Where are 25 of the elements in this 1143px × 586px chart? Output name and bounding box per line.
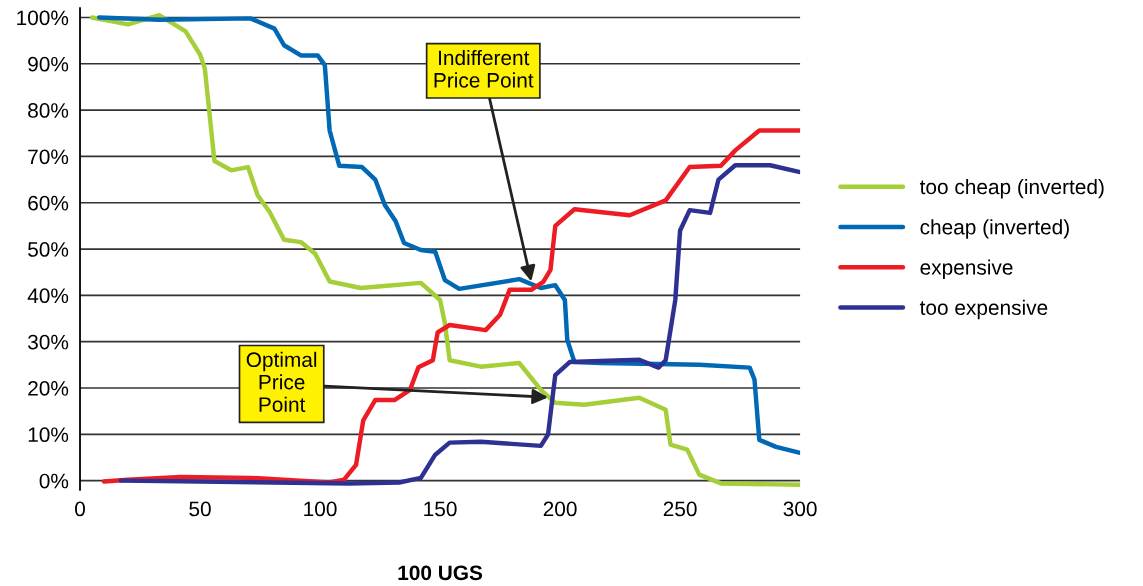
legend-label: cheap (inverted)	[920, 219, 1069, 239]
y-tick-label: 10%	[28, 427, 69, 443]
x-tick-label: 50	[189, 501, 211, 517]
y-tick-label: 80%	[28, 103, 69, 118]
y-tick-label: 40%	[27, 288, 69, 304]
x-tick-label: 100	[304, 501, 337, 517]
y-tick-label: 100%	[17, 10, 69, 26]
x-tick-label: 150	[424, 501, 457, 517]
x-tick-label: 200	[543, 501, 577, 517]
x-axis-title: 100 UGS	[398, 565, 483, 581]
y-tick-label: 50%	[28, 242, 69, 257]
y-tick-label: 0%	[39, 473, 69, 489]
y-tick-label: 20%	[28, 381, 69, 396]
x-tick-label: 0	[75, 501, 85, 517]
y-tick-label: 60%	[28, 195, 69, 211]
y-tick-label: 30%	[28, 334, 69, 350]
x-tick-label: 250	[663, 501, 697, 517]
y-tick-label: 90%	[28, 56, 69, 72]
x-tick-label: 300	[783, 501, 817, 517]
legend-label: too expensive	[919, 299, 1048, 320]
y-tick-label: 70%	[28, 149, 69, 165]
annotation: Indifferent Price Point	[434, 49, 534, 88]
legend-label: too cheap (inverted)	[919, 178, 1104, 199]
legend-label: expensive	[920, 259, 1013, 279]
annotation: Optimal Price Point	[246, 351, 317, 412]
